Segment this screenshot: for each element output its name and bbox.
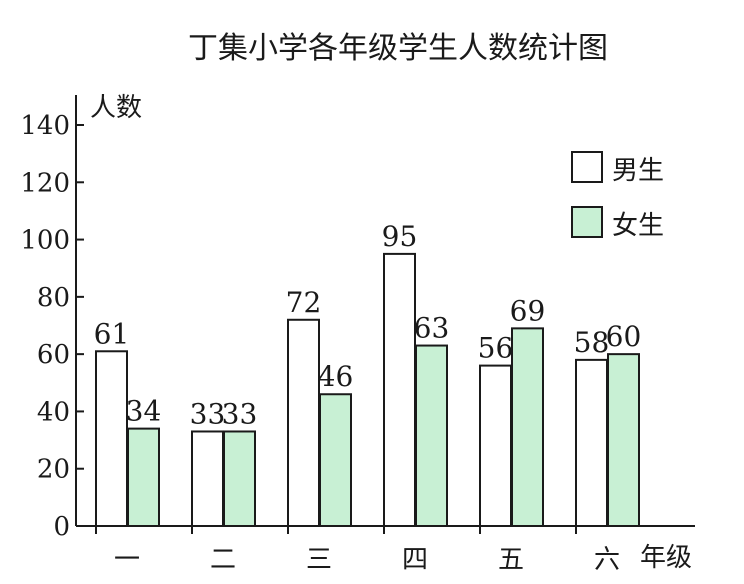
x-tick-label: 四 (402, 545, 428, 575)
data-label: 72 (286, 286, 322, 319)
bar-girls (127, 427, 160, 527)
data-label: 95 (382, 220, 418, 253)
data-label: 33 (190, 397, 226, 430)
x-tick-label: 一 (114, 545, 140, 575)
bar-boys (383, 252, 416, 527)
data-label: 33 (222, 397, 258, 430)
bar-boys (575, 358, 608, 527)
y-tick-label: 120 (20, 168, 70, 198)
data-label: 56 (478, 332, 514, 365)
bar-boys (95, 350, 128, 527)
bar-boys (479, 364, 512, 527)
data-label: 60 (606, 320, 642, 353)
data-label: 69 (510, 294, 546, 327)
bar-girls (223, 430, 256, 528)
legend-swatch-boys (571, 151, 603, 183)
bar-girls (511, 327, 544, 527)
y-tick-label: 60 (37, 340, 70, 370)
y-tick-label: 20 (37, 455, 70, 485)
x-axis-label: 年级 (640, 543, 692, 573)
y-tick-label: 80 (37, 283, 70, 313)
data-label: 46 (318, 360, 354, 393)
x-tick-label: 五 (498, 545, 524, 575)
bar-girls (415, 344, 448, 527)
data-label: 58 (574, 326, 610, 359)
y-tick-label: 100 (20, 226, 70, 256)
x-tick-label: 六 (594, 545, 620, 575)
bar-girls (319, 393, 352, 527)
y-tick-label: 140 (20, 111, 70, 141)
chart-title: 丁集小学各年级学生人数统计图 (188, 31, 608, 66)
data-label: 63 (414, 312, 450, 345)
legend: 男生 女生 (571, 151, 664, 241)
x-tick-label: 三 (306, 545, 332, 575)
x-tick-label: 二 (210, 545, 236, 575)
data-label: 61 (94, 317, 130, 350)
bar-boys (191, 430, 224, 528)
legend-swatch-girls (571, 206, 603, 238)
bar-boys (287, 318, 320, 527)
y-tick-label: 40 (37, 397, 70, 427)
legend-label-boys: 男生 (612, 156, 664, 186)
bar-girls (607, 353, 640, 527)
y-tick-label: 0 (53, 512, 70, 542)
legend-label-girls: 女生 (612, 211, 664, 241)
data-label: 34 (126, 395, 162, 428)
y-axis-label: 人数 (90, 93, 142, 123)
